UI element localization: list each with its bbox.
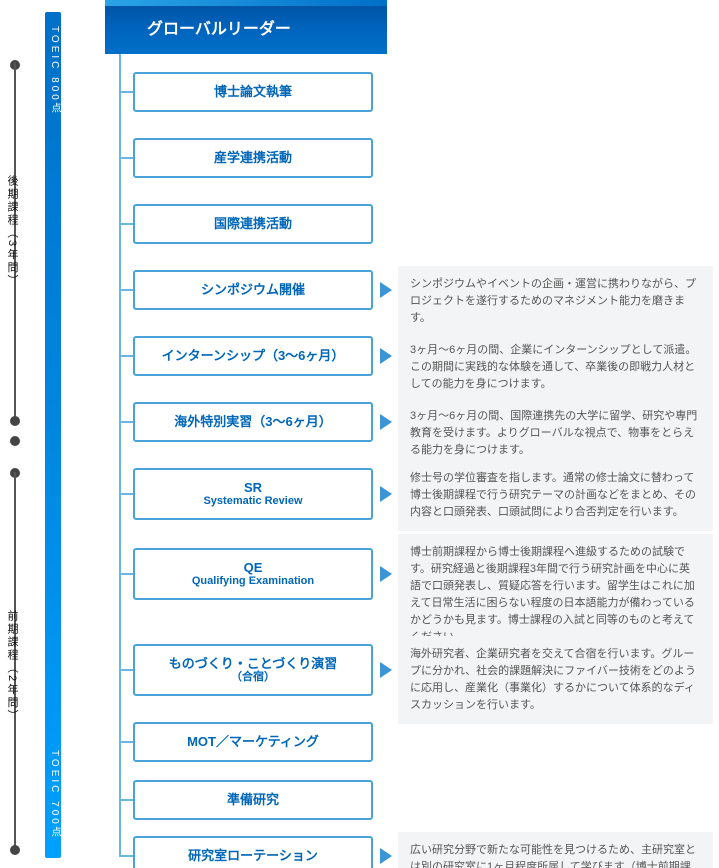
stage-box: MOT／マーケティング xyxy=(133,722,373,762)
rail-label: 後期課程（3年問） xyxy=(4,175,20,287)
header-title: グローバルリーダー xyxy=(105,0,387,54)
toeic-bottom-label: TOEIC 700点 xyxy=(47,750,62,840)
stage-description: 3ヶ月〜6ヶ月の間、国際連携先の大学に留学、研究や専門教育を受けます。よりグロー… xyxy=(398,398,713,469)
toeic-top-label: TOEIC 800点 xyxy=(47,26,62,116)
stage-box: 国際連携活動 xyxy=(133,204,373,244)
stage-title: MOT／マーケティング xyxy=(187,734,319,750)
rail-dot xyxy=(10,416,20,426)
stage-box: シンポジウム開催 xyxy=(133,270,373,310)
stage-title: SR xyxy=(244,480,262,496)
rail-dot xyxy=(10,436,20,446)
stage-description: 修士号の学位審査を指します。通常の修士論文に替わって博士後期課程で行う研究テーマ… xyxy=(398,460,713,531)
stage-description: 海外研究者、企業研究者を交えて合宿を行います。グループに分かれ、社会的課題解決に… xyxy=(398,636,713,724)
stage-title: 産学連携活動 xyxy=(214,150,292,166)
stage-box: 海外特別実習（3〜6ヶ月） xyxy=(133,402,373,442)
stage-description: シンポジウムやイベントの企画・運営に携わりながら、プロジェクトを遂行するためのマ… xyxy=(398,266,713,337)
stage-title: インターンシップ（3〜6ヶ月） xyxy=(162,348,345,364)
arrow-right-icon xyxy=(380,348,392,364)
stage-title: シンポジウム開催 xyxy=(201,282,305,298)
stage-box: ものづくり・ことづくり演習（合宿） xyxy=(133,644,373,696)
tree-spine xyxy=(119,54,121,856)
stage-title: 博士論文執筆 xyxy=(214,84,292,100)
spine-connector xyxy=(119,669,133,671)
spine-connector xyxy=(119,493,133,495)
spine-connector xyxy=(119,799,133,801)
stage-box: インターンシップ（3〜6ヶ月） xyxy=(133,336,373,376)
stage-title: 国際連携活動 xyxy=(214,216,292,232)
stage-box: SRSystematic Review xyxy=(133,468,373,520)
header-banner: グローバルリーダー xyxy=(105,0,387,54)
spine-connector xyxy=(119,223,133,225)
spine-connector xyxy=(119,157,133,159)
stage-subtitle: Qualifying Examination xyxy=(192,575,314,588)
stage-title: QE xyxy=(244,560,263,576)
rail-label: 前期課程（2年問） xyxy=(4,610,20,722)
stage-description: 広い研究分野で新たな可能性を見つけるため、主研究室とは別の研究室に1ヶ月程度所属… xyxy=(398,832,713,868)
arrow-right-icon xyxy=(380,486,392,502)
arrow-right-icon xyxy=(380,282,392,298)
stage-box: 準備研究 xyxy=(133,780,373,820)
stage-description: 3ヶ月〜6ヶ月の間、企業にインターンシップとして派遣。この期間に実践的な体験を通… xyxy=(398,332,713,403)
progress-bar xyxy=(45,12,61,858)
spine-connector xyxy=(119,855,133,857)
arrow-right-icon xyxy=(380,662,392,678)
stage-title: ものづくり・ことづくり演習 xyxy=(169,656,337,672)
spine-connector xyxy=(119,573,133,575)
rail-dot xyxy=(10,845,20,855)
stage-subtitle: （合宿） xyxy=(231,671,275,684)
spine-connector xyxy=(119,289,133,291)
stage-box: 産学連携活動 xyxy=(133,138,373,178)
arrow-right-icon xyxy=(380,566,392,582)
spine-connector xyxy=(119,91,133,93)
stage-box: QEQualifying Examination xyxy=(133,548,373,600)
stage-box: 博士論文執筆 xyxy=(133,72,373,112)
arrow-right-icon xyxy=(380,848,392,864)
spine-connector xyxy=(119,355,133,357)
stage-box: 研究室ローテーション xyxy=(133,836,373,868)
spine-connector xyxy=(119,741,133,743)
stage-subtitle: Systematic Review xyxy=(203,495,302,508)
stage-title: 研究室ローテーション xyxy=(188,848,318,864)
stage-title: 準備研究 xyxy=(227,792,279,808)
diagram-root: 後期課程（3年問） 前期課程（2年問） TOEIC 800点 TOEIC 700… xyxy=(0,0,719,868)
spine-connector xyxy=(119,421,133,423)
stage-title: 海外特別実習（3〜6ヶ月） xyxy=(174,414,331,430)
arrow-right-icon xyxy=(380,414,392,430)
